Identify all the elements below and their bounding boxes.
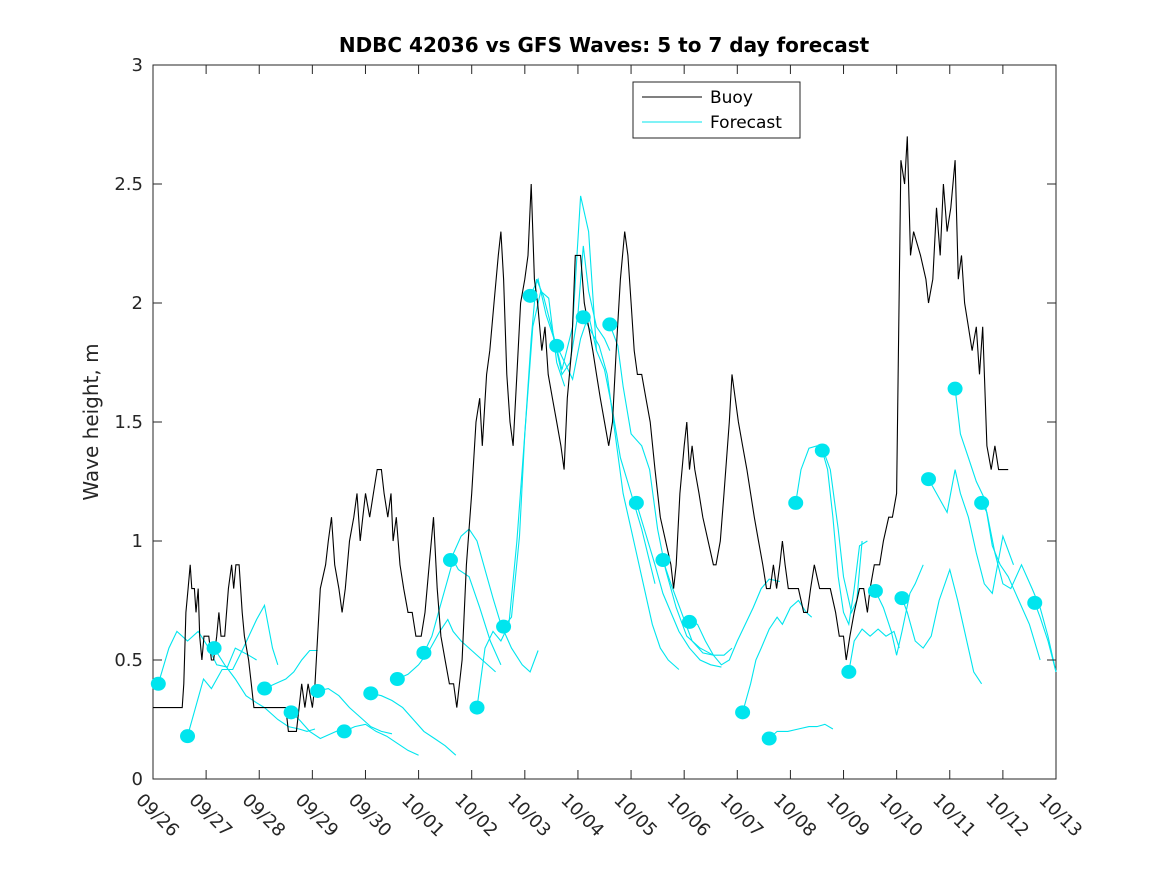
forecast-line [449,528,539,673]
forecast-line [689,578,780,666]
forecast-line [317,688,393,735]
forecast-series [157,195,1057,756]
forecast-start-marker [974,495,990,510]
forecast-line [928,469,1015,595]
forecast-line [476,290,566,708]
y-tick-label: 0 [132,769,143,790]
forecast-line [848,628,900,672]
forecast-line [742,599,813,713]
forecast-start-marker [628,495,644,510]
legend-box [632,81,801,139]
plot-area: 09/26 09/27 09/28 09/29 09/30 10/01 10/02 10/03… [114,55,1086,841]
y-tick-label: 1 [132,531,143,552]
forecast-start-marker [442,553,458,568]
forecast-start-marker [389,672,405,687]
forecast-line [370,692,457,756]
forecast-start-marker [681,614,697,629]
y-tick-label: 2.5 [114,174,143,195]
forecast-start-marker [761,731,777,746]
y-tick-label: 2 [132,293,143,314]
forecast-start-marker [575,310,591,325]
forecast-start-marker [522,288,538,303]
y-tick-label: 0.5 [114,650,143,671]
forecast-start-marker [363,686,379,701]
forecast-line [609,324,714,656]
forecast-start-marker [283,705,299,720]
buoy-series [153,136,1009,732]
forecast-start-marker [469,700,485,715]
forecast-start-marker [894,591,910,606]
forecast-line [186,603,279,737]
forecast-start-marker [602,317,618,332]
forecast-line [954,388,1041,661]
forecast-start-marker [416,645,432,660]
forecast-line [1034,602,1057,673]
legend-label-buoy: Buoy [710,88,753,108]
buoy-line [153,136,1009,732]
forecast-line [662,559,733,656]
forecast-start-marker [947,381,963,396]
y-tick-label: 3 [132,55,143,76]
legend: Buoy Forecast [632,81,801,139]
forecast-start-marker [841,664,857,679]
forecast-start-marker [206,641,222,656]
forecast-start-marker [150,676,166,691]
forecast-start-marker [549,338,565,353]
forecast-line [635,502,722,668]
forecast-line [397,618,496,680]
forecast-start-marker [257,681,273,696]
forecast-start-marker [180,729,196,744]
forecast-start-marker [496,619,512,634]
forecast-line [874,564,924,656]
y-tick-label: 1.5 [114,412,143,433]
forecast-start-marker [336,724,352,739]
forecast-start-marker [655,553,671,568]
forecast-start-marker [921,472,937,487]
forecast-line [503,195,598,628]
y-axis-label: Wave height, m [79,343,103,500]
forecast-start-marker [788,495,804,510]
forecast-start-marker [310,683,326,698]
forecast-start-marker [814,443,830,458]
forecast-line [901,567,983,685]
legend-label-forecast: Forecast [710,113,782,133]
forecast-line [981,502,1057,673]
forecast-start-marker [735,705,751,720]
forecast-line [768,723,834,739]
forecast-start-markers [150,288,1043,746]
forecast-line [795,445,863,615]
forecast-line [343,723,419,756]
chart-title: NDBC 42036 vs GFS Waves: 5 to 7 day fore… [339,33,870,57]
forecast-line [264,649,318,690]
forecast-line [529,245,611,376]
y-axis: 0 0.5 1 1.5 2 2.5 3 [114,55,1056,790]
forecast-start-marker [1027,595,1043,610]
forecast-start-marker [867,583,883,598]
forecast-line [821,450,868,627]
forecast-line [582,317,680,670]
